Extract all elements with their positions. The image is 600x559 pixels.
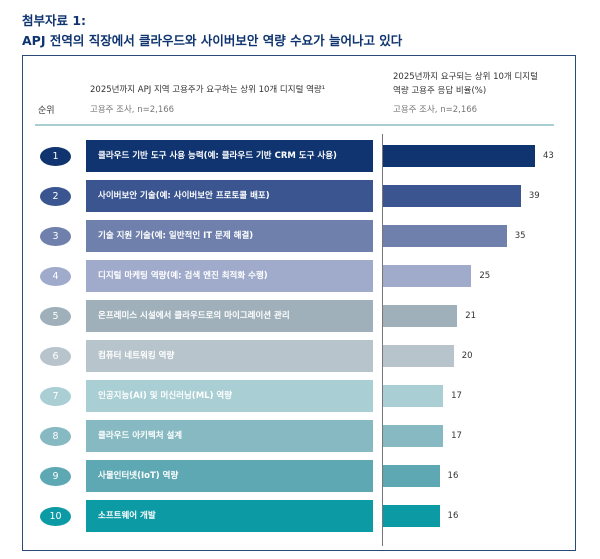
bar — [383, 425, 444, 447]
data-label: 17 — [451, 431, 462, 441]
left-header: 2025년까지 APJ 지역 고용주가 요구하는 상위 10개 디지털 역량¹ — [90, 85, 326, 95]
left-subheader: 고용주 조사, n=2,166 — [90, 105, 175, 115]
category-label: 소프트웨어 개발 — [86, 500, 373, 532]
bar — [383, 505, 440, 527]
rank-badge: 6 — [40, 346, 71, 366]
figure-label: 첨부자료 1: — [22, 13, 87, 28]
category-label: 컴퓨터 네트워킹 역량 — [86, 340, 373, 372]
right-header-line2: 역량 고용주 응답 비율(%) — [393, 86, 487, 96]
rank-badge: 9 — [40, 466, 71, 486]
data-label: 35 — [514, 231, 526, 241]
data-label: 17 — [451, 391, 462, 401]
category-label: 인공지능(AI) 및 머신러닝(ML) 역량 — [86, 380, 373, 412]
bar — [383, 465, 440, 487]
chart-frame — [22, 55, 576, 551]
bar — [383, 345, 454, 367]
rank-badge: 8 — [40, 426, 71, 446]
data-label: 20 — [461, 351, 473, 361]
category-label: 클라우드 아키텍처 설계 — [86, 420, 373, 452]
rank-badge: 3 — [40, 226, 71, 246]
category-label: 클라우드 기반 도구 사용 능력(예: 클라우드 기반 CRM 도구 사용) — [86, 140, 373, 172]
rank-header: 순위 — [38, 106, 55, 116]
rank-badge: 4 — [40, 266, 71, 286]
right-header-line1: 2025년까지 요구되는 상위 10개 디지털 — [393, 72, 538, 82]
data-label: 43 — [543, 151, 554, 161]
bar — [383, 385, 444, 407]
rank-badge: 7 — [40, 386, 71, 406]
bar — [383, 265, 472, 287]
bar — [383, 185, 521, 207]
category-label: 사이버보안 기술(예: 사이버보안 프로토콜 배포) — [86, 180, 373, 212]
category-label: 기술 지원 기술(예: 일반적인 IT 문제 해결) — [86, 220, 373, 252]
data-label: 21 — [465, 311, 477, 321]
header-divider — [35, 124, 554, 126]
category-label: 온프레미스 시설에서 클라우드로의 마이그레이션 관리 — [86, 300, 373, 332]
rank-badge: 1 — [40, 146, 71, 166]
data-label: 39 — [528, 191, 540, 201]
bar — [383, 305, 458, 327]
data-label: 16 — [447, 471, 459, 481]
category-label: 디지털 마케팅 역량(예: 검색 엔진 최적화 수행) — [86, 260, 373, 292]
category-label: 사물인터넷(IoT) 역량 — [86, 460, 373, 492]
rank-badge: 10 — [40, 506, 71, 526]
bar — [383, 145, 535, 167]
axis-line — [382, 134, 383, 546]
data-label: 25 — [479, 271, 491, 281]
right-subheader: 고용주 조사, n=2,166 — [393, 105, 478, 115]
bar — [383, 225, 507, 247]
rank-badge: 5 — [40, 306, 71, 326]
rank-badge: 2 — [40, 186, 71, 206]
figure-title: APJ 전역의 직장에서 클라우드와 사이버보안 역량 수요가 늘어나고 있다 — [22, 33, 403, 48]
data-label: 16 — [447, 511, 459, 521]
